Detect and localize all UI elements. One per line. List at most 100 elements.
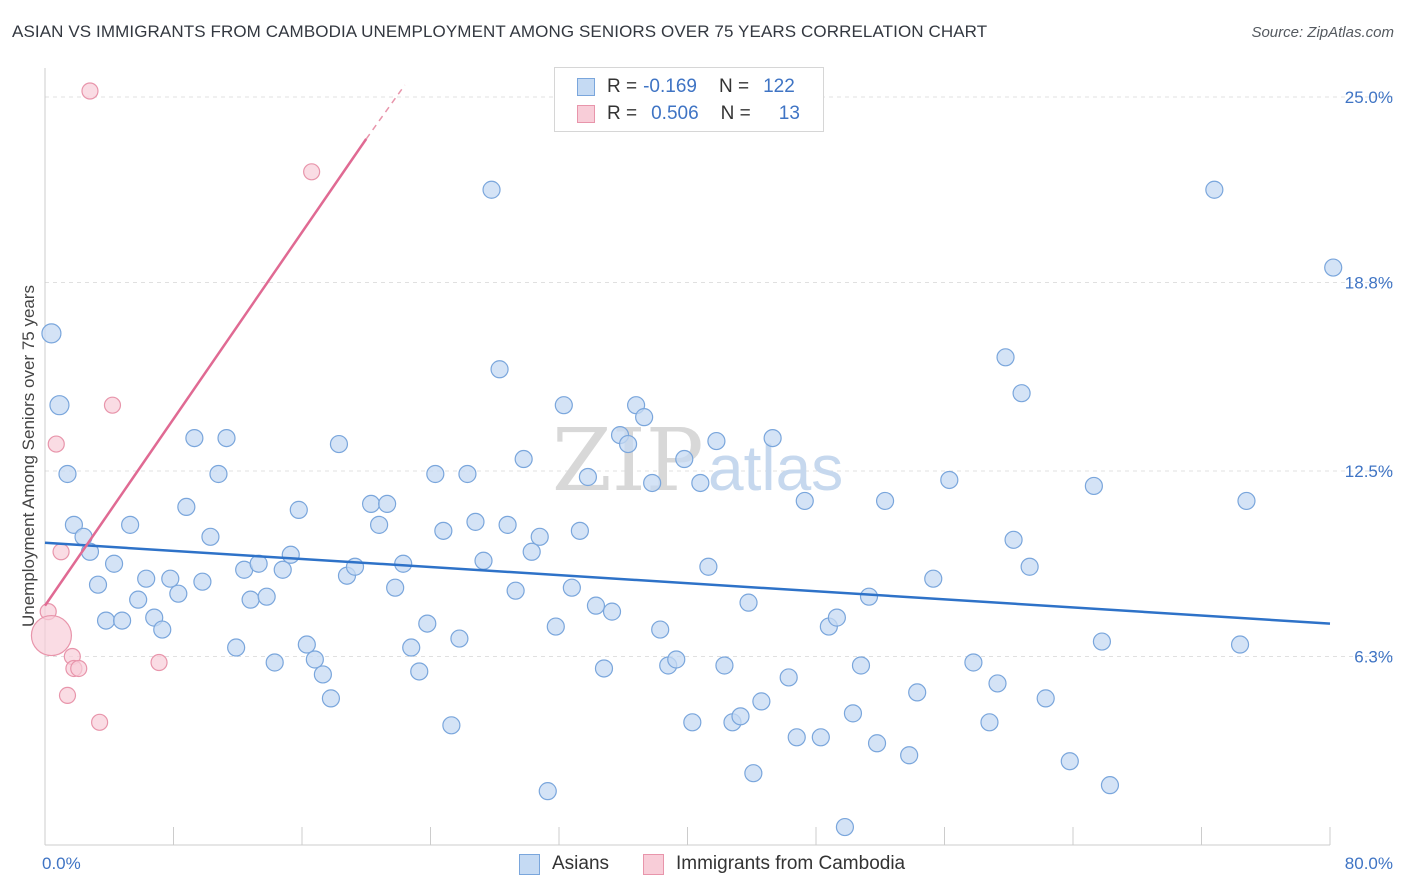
asians-point-0 — [41, 323, 62, 344]
legend-r-label: R = — [607, 76, 638, 97]
asians-point-20 — [201, 527, 220, 546]
asians-point-106 — [964, 653, 983, 672]
legend-swatch-cambodia — [577, 105, 595, 123]
series-label-cambodia: Immigrants from Cambodia — [676, 853, 906, 874]
asians-point-95 — [827, 608, 846, 627]
asians-point-68 — [594, 659, 614, 678]
asians-point-75 — [651, 620, 670, 639]
asians-point-12 — [137, 569, 156, 588]
asians-point-99 — [859, 587, 879, 606]
asians-point-74 — [643, 473, 662, 493]
asians-point-2 — [58, 464, 77, 484]
asians-point-57 — [506, 581, 525, 600]
y-tick-label-0: 6.3% — [1354, 648, 1393, 667]
asians-point-56 — [498, 515, 517, 534]
asians-point-85 — [731, 707, 750, 726]
asians-point-49 — [442, 716, 461, 735]
asians-point-111 — [1012, 384, 1031, 403]
asians-point-91 — [787, 728, 806, 747]
asians-point-47 — [426, 464, 445, 484]
asians-point-66 — [578, 467, 598, 487]
cambodia-point-4 — [58, 686, 77, 705]
asians-point-118 — [1205, 180, 1224, 199]
asians-point-69 — [602, 602, 622, 621]
asians-point-115 — [1084, 476, 1103, 496]
cambodia-point-1 — [30, 614, 73, 657]
asians-point-98 — [851, 656, 871, 675]
asians-point-119 — [1237, 491, 1256, 511]
cambodia-point-7 — [70, 659, 88, 678]
asians-point-7 — [96, 611, 116, 630]
asians-point-45 — [410, 662, 429, 681]
tick-labels: 6.3% 12.5% 18.8% 25.0% 0.0% 80.0% — [42, 88, 1393, 873]
cambodia-point-3 — [52, 543, 70, 561]
asians-point-18 — [185, 428, 204, 448]
asians-point-93 — [811, 728, 830, 747]
chart-title: ASIAN VS IMMIGRANTS FROM CAMBODIA UNEMPL… — [12, 22, 988, 41]
asians-point-6 — [88, 575, 108, 594]
asians-point-67 — [586, 596, 606, 615]
asians-point-14 — [153, 620, 172, 639]
legend-swatch-asians — [577, 78, 595, 96]
legend-n-value-asians: 122 — [763, 76, 795, 97]
asians-point-28 — [265, 653, 284, 672]
asians-point-41 — [378, 494, 397, 514]
asians-point-71 — [618, 434, 638, 454]
asians-point-61 — [538, 782, 557, 801]
asians-point-46 — [418, 614, 437, 633]
y-tick-label-1: 12.5% — [1345, 462, 1393, 481]
asians-point-10 — [121, 515, 140, 534]
asians-point-17 — [177, 497, 196, 517]
asians-point-39 — [361, 494, 381, 514]
asians-point-9 — [112, 611, 132, 630]
asians-point-112 — [1020, 557, 1039, 576]
asians-point-8 — [104, 554, 124, 573]
asians-point-102 — [900, 746, 919, 765]
asians-point-79 — [683, 713, 702, 732]
asians-point-108 — [988, 674, 1007, 693]
asians-point-42 — [386, 578, 405, 597]
asians-point-23 — [227, 638, 246, 657]
asians-point-109 — [996, 348, 1015, 367]
asians-point-62 — [546, 617, 565, 636]
asians-point-11 — [129, 590, 148, 609]
asians-point-33 — [305, 650, 324, 669]
asians-point-87 — [744, 764, 763, 783]
cambodia-point-2 — [47, 435, 65, 453]
legend-r-value-cambodia: 0.506 — [651, 103, 699, 124]
asians-point-81 — [699, 557, 718, 576]
asians-point-86 — [739, 593, 758, 612]
asians-point-90 — [779, 668, 798, 687]
series-legend-asians: Asians — [519, 852, 609, 876]
legend-n-label: N = — [720, 103, 751, 124]
asians-point-15 — [161, 569, 180, 588]
asians-point-36 — [329, 434, 349, 454]
asians-point-53 — [474, 551, 493, 570]
legend-n-label: N = — [718, 76, 750, 97]
asians-point-64 — [562, 578, 581, 597]
axes — [44, 68, 1331, 846]
asians-point-1 — [49, 395, 70, 416]
asians-point-82 — [707, 431, 726, 451]
asians-point-58 — [514, 449, 533, 469]
cambodia-trend-extension — [365, 84, 406, 140]
asians-point-30 — [281, 545, 300, 564]
asians-point-117 — [1100, 776, 1120, 795]
asians-point-83 — [715, 656, 734, 675]
cambodia-point-8 — [81, 82, 99, 100]
asians-point-107 — [980, 713, 999, 732]
series-swatch-cambodia — [643, 853, 664, 875]
asians-point-80 — [691, 473, 710, 493]
legend-row-cambodia: R = 0.506 N = 13 — [577, 103, 800, 125]
asians-point-101 — [875, 491, 895, 511]
cambodia-point-12 — [303, 163, 321, 181]
legend-r-value-asians: -0.169 — [643, 76, 697, 97]
cambodia-trend-line — [43, 138, 368, 607]
trend-lines — [43, 84, 1331, 625]
asians-point-51 — [458, 464, 477, 484]
asians-point-40 — [370, 515, 389, 534]
asians-point-55 — [490, 360, 509, 379]
series-legend-cambodia: Immigrants from Cambodia — [643, 852, 905, 876]
asians-point-89 — [763, 428, 782, 448]
